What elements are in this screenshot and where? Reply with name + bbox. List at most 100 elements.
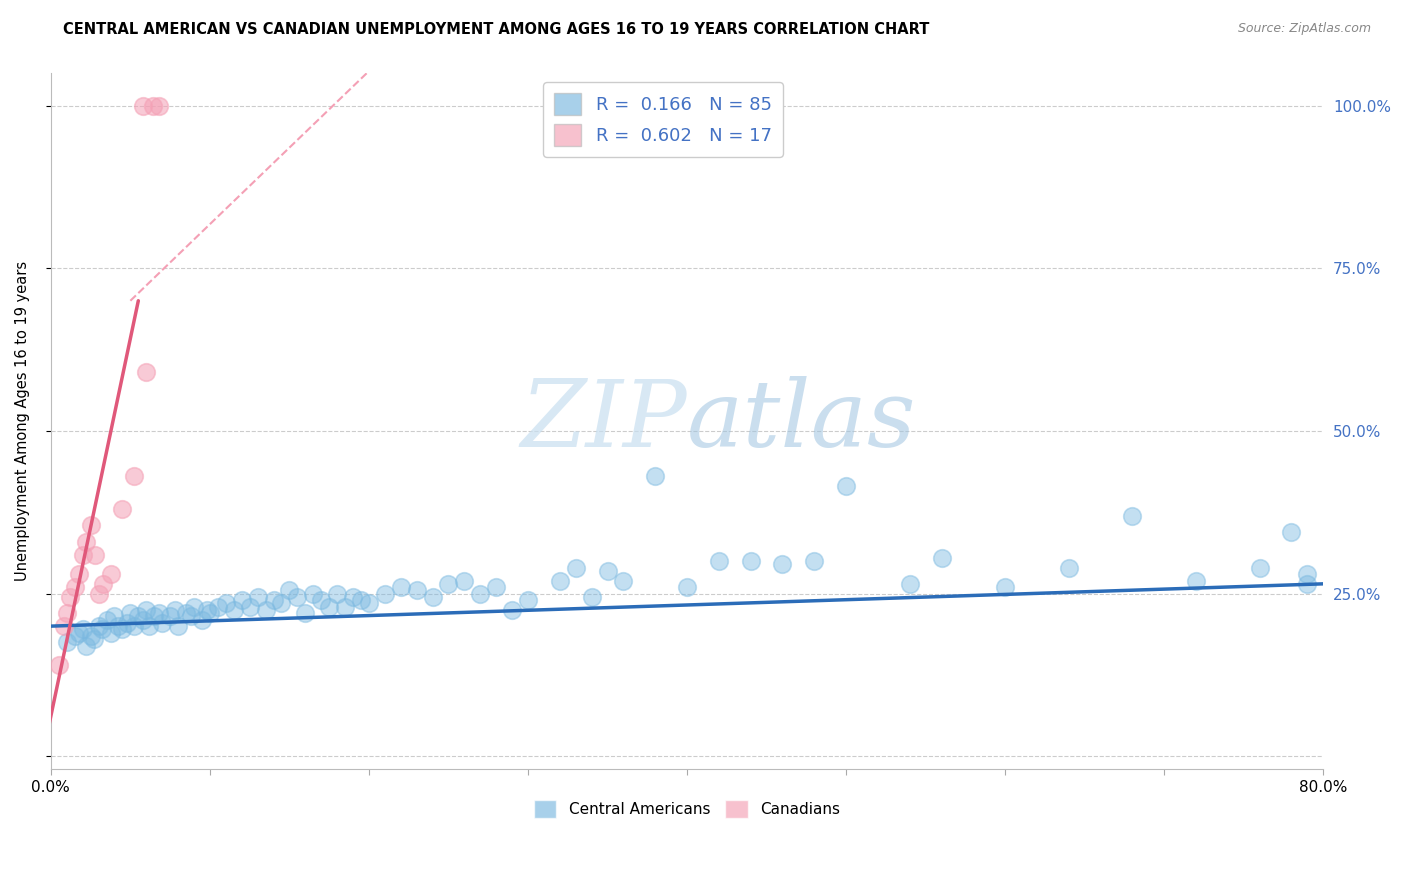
Point bbox=[501, 603, 523, 617]
Point bbox=[87, 586, 110, 600]
Point bbox=[246, 590, 269, 604]
Text: atlas: atlas bbox=[688, 376, 917, 467]
Point bbox=[278, 583, 301, 598]
Point bbox=[167, 619, 190, 633]
Point bbox=[100, 567, 122, 582]
Point bbox=[254, 603, 277, 617]
Point bbox=[1057, 560, 1080, 574]
Point bbox=[180, 609, 202, 624]
Point bbox=[707, 554, 730, 568]
Point bbox=[198, 606, 221, 620]
Point bbox=[215, 596, 238, 610]
Point bbox=[1185, 574, 1208, 588]
Point bbox=[132, 98, 155, 112]
Point bbox=[122, 469, 145, 483]
Point bbox=[69, 567, 91, 582]
Point bbox=[135, 365, 157, 379]
Point bbox=[138, 619, 160, 633]
Point bbox=[115, 615, 138, 630]
Point bbox=[183, 599, 205, 614]
Point bbox=[581, 590, 603, 604]
Point bbox=[1296, 567, 1319, 582]
Point bbox=[63, 580, 86, 594]
Point bbox=[548, 574, 571, 588]
Point bbox=[994, 580, 1017, 594]
Point bbox=[150, 615, 173, 630]
Point bbox=[87, 619, 110, 633]
Point bbox=[302, 586, 325, 600]
Point bbox=[342, 590, 364, 604]
Point bbox=[803, 554, 825, 568]
Point bbox=[63, 629, 86, 643]
Point bbox=[135, 603, 157, 617]
Point bbox=[222, 603, 245, 617]
Point bbox=[132, 613, 155, 627]
Point bbox=[270, 596, 292, 610]
Point bbox=[91, 577, 114, 591]
Point bbox=[84, 548, 107, 562]
Point bbox=[1296, 577, 1319, 591]
Point bbox=[72, 623, 94, 637]
Point bbox=[148, 606, 170, 620]
Point bbox=[148, 98, 170, 112]
Point bbox=[287, 590, 309, 604]
Point bbox=[422, 590, 444, 604]
Point bbox=[96, 613, 118, 627]
Point bbox=[75, 534, 97, 549]
Text: ZIP: ZIP bbox=[520, 376, 688, 467]
Point bbox=[159, 609, 181, 624]
Point bbox=[1281, 524, 1303, 539]
Point bbox=[163, 603, 186, 617]
Point bbox=[79, 518, 101, 533]
Point bbox=[485, 580, 508, 594]
Point bbox=[79, 629, 101, 643]
Text: Source: ZipAtlas.com: Source: ZipAtlas.com bbox=[1237, 22, 1371, 36]
Point bbox=[405, 583, 427, 598]
Point bbox=[835, 479, 858, 493]
Point bbox=[437, 577, 460, 591]
Point bbox=[191, 613, 214, 627]
Point bbox=[676, 580, 699, 594]
Point bbox=[239, 599, 262, 614]
Point bbox=[374, 586, 396, 600]
Point bbox=[103, 609, 125, 624]
Point bbox=[174, 606, 197, 620]
Point bbox=[740, 554, 762, 568]
Point bbox=[350, 593, 373, 607]
Point bbox=[1249, 560, 1271, 574]
Point bbox=[83, 632, 105, 647]
Point bbox=[453, 574, 475, 588]
Point bbox=[48, 658, 70, 673]
Point bbox=[517, 593, 540, 607]
Point bbox=[59, 590, 82, 604]
Point bbox=[107, 619, 129, 633]
Point bbox=[52, 619, 75, 633]
Point bbox=[931, 550, 953, 565]
Point bbox=[55, 635, 77, 649]
Point bbox=[318, 599, 340, 614]
Point bbox=[207, 599, 229, 614]
Point bbox=[127, 609, 149, 624]
Text: CENTRAL AMERICAN VS CANADIAN UNEMPLOYMENT AMONG AGES 16 TO 19 YEARS CORRELATION : CENTRAL AMERICAN VS CANADIAN UNEMPLOYMEN… bbox=[63, 22, 929, 37]
Point bbox=[596, 564, 619, 578]
Point bbox=[470, 586, 492, 600]
Point bbox=[326, 586, 349, 600]
Point bbox=[564, 560, 586, 574]
Point bbox=[357, 596, 380, 610]
Point bbox=[142, 98, 165, 112]
Point bbox=[122, 619, 145, 633]
Legend: Central Americans, Canadians: Central Americans, Canadians bbox=[527, 794, 846, 824]
Point bbox=[72, 548, 94, 562]
Point bbox=[263, 593, 285, 607]
Point bbox=[231, 593, 253, 607]
Y-axis label: Unemployment Among Ages 16 to 19 years: Unemployment Among Ages 16 to 19 years bbox=[15, 261, 30, 582]
Point bbox=[898, 577, 921, 591]
Point bbox=[100, 625, 122, 640]
Point bbox=[1121, 508, 1143, 523]
Point bbox=[389, 580, 412, 594]
Point bbox=[75, 639, 97, 653]
Point bbox=[90, 623, 112, 637]
Point bbox=[195, 603, 218, 617]
Point bbox=[143, 609, 166, 624]
Point bbox=[612, 574, 634, 588]
